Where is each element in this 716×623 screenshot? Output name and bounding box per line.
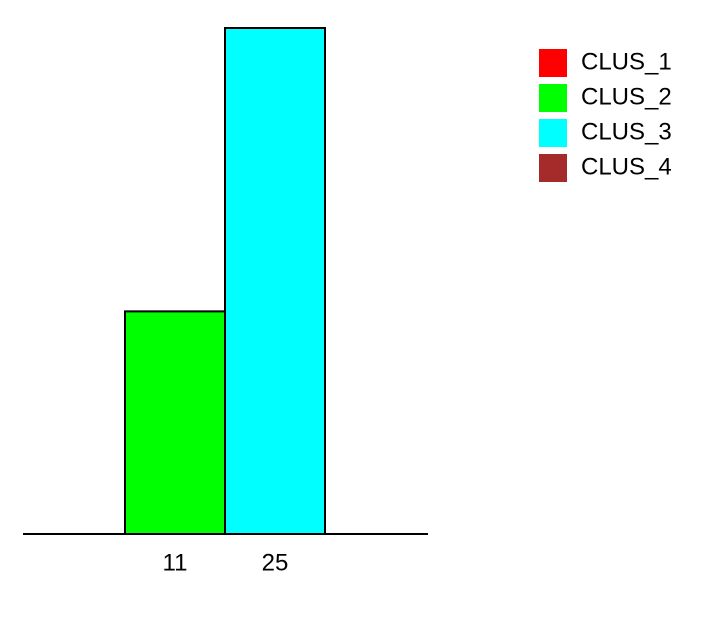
legend-swatch bbox=[539, 49, 567, 77]
legend-swatch bbox=[539, 119, 567, 147]
bar-25 bbox=[224, 27, 326, 535]
legend-swatch bbox=[539, 154, 567, 182]
x-tick-label-25: 25 bbox=[262, 549, 289, 576]
bars-group bbox=[124, 27, 326, 535]
legend-label: CLUS_2 bbox=[581, 83, 672, 110]
legend-swatch bbox=[539, 84, 567, 112]
legend-item-clus-1: CLUS_1 bbox=[539, 48, 672, 77]
legend-item-clus-2: CLUS_2 bbox=[539, 83, 672, 112]
legend: CLUS_1 CLUS_2 CLUS_3 CLUS_4 bbox=[539, 48, 672, 182]
legend-label: CLUS_4 bbox=[581, 153, 672, 180]
x-tick-label-11: 11 bbox=[163, 549, 188, 576]
tick-labels-group: 11 25 bbox=[163, 549, 289, 576]
legend-item-clus-4: CLUS_4 bbox=[539, 153, 672, 182]
legend-label: CLUS_1 bbox=[581, 48, 672, 75]
bar-11 bbox=[124, 310, 226, 535]
legend-label: CLUS_3 bbox=[581, 118, 672, 145]
legend-item-clus-3: CLUS_3 bbox=[539, 118, 672, 147]
